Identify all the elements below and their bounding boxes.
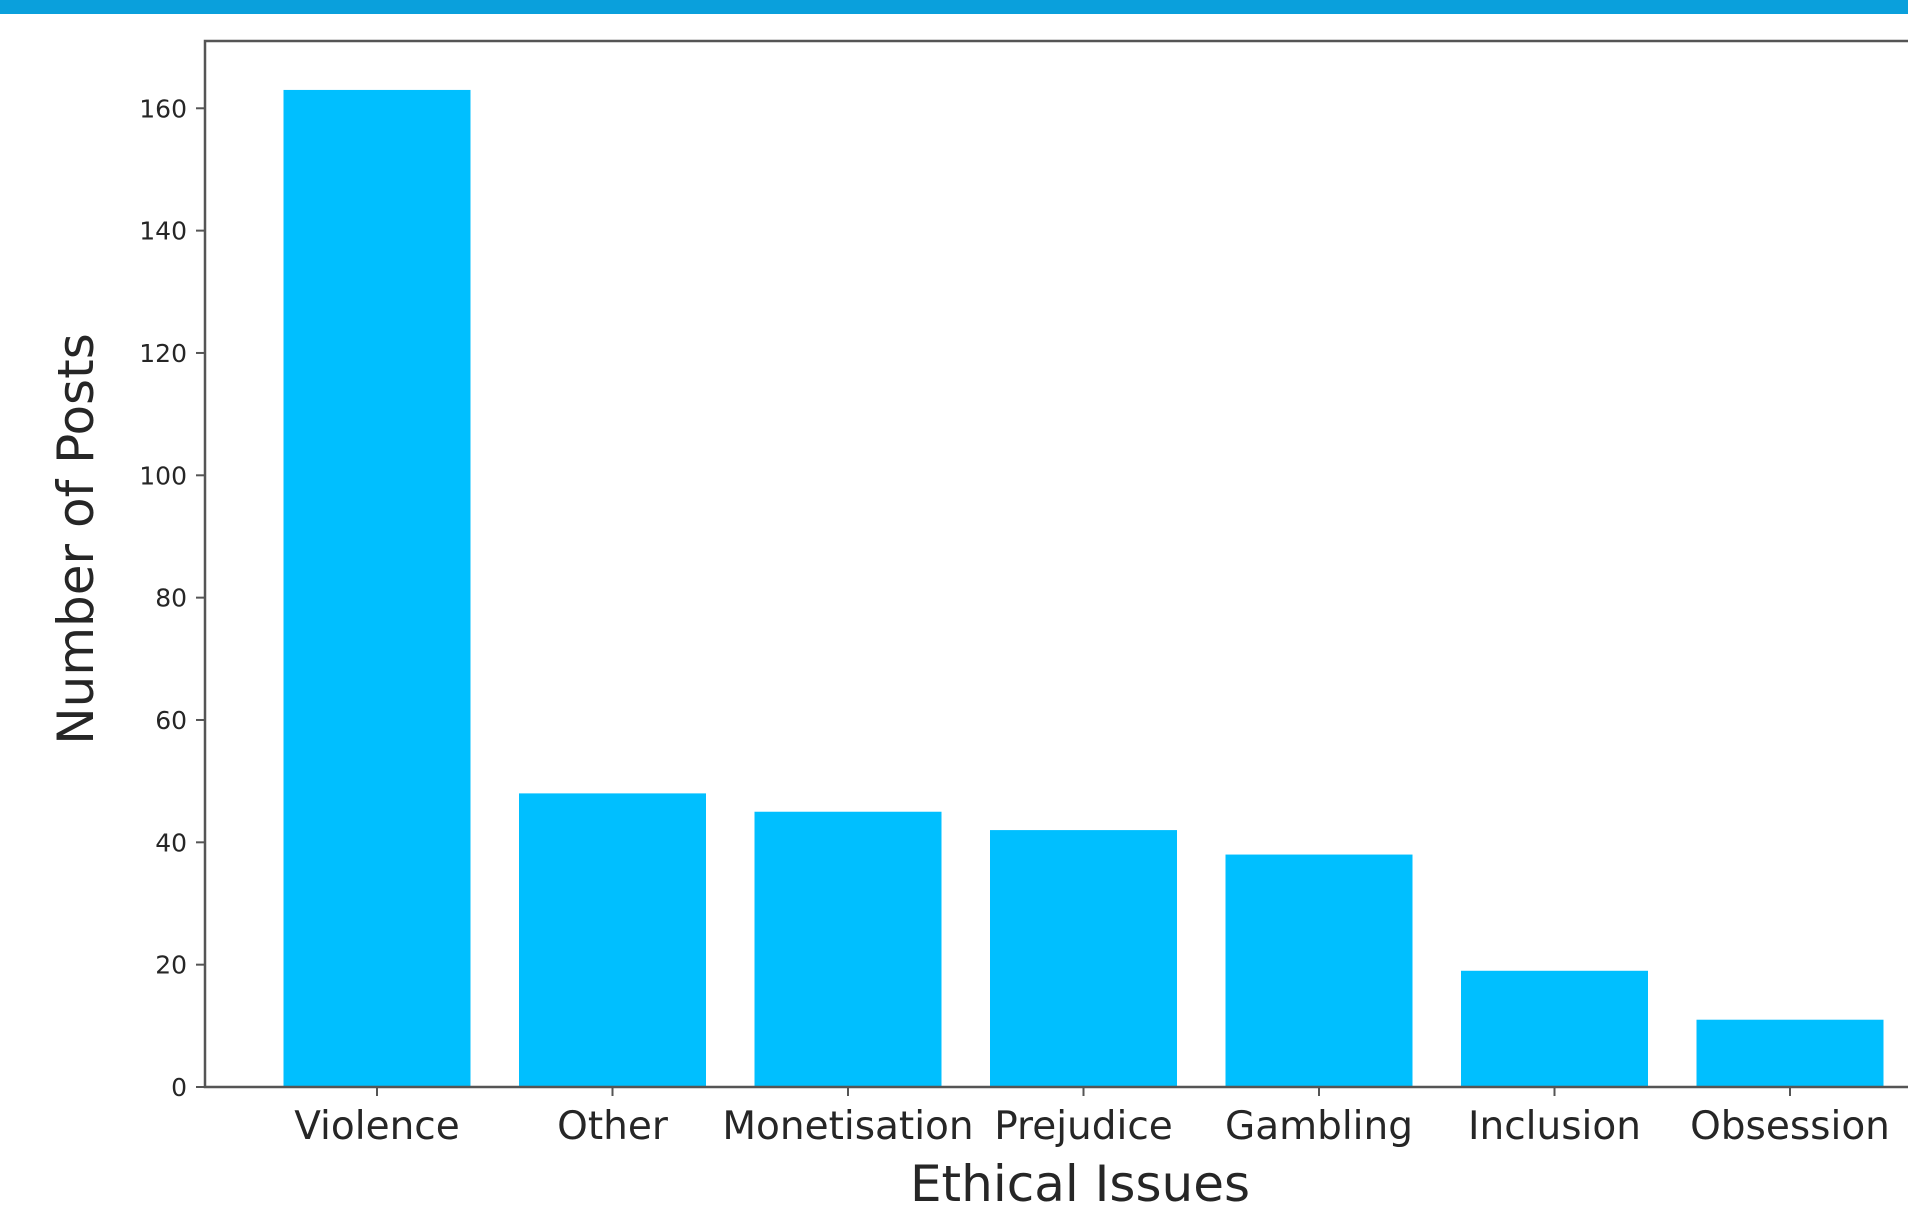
x-tick-label-prejudice: Prejudice: [994, 1104, 1173, 1149]
bar-violence: [283, 89, 471, 1087]
bar-other: [519, 793, 706, 1087]
y-tick-label-0: 0: [171, 1073, 187, 1102]
bar-obsession: [1696, 1019, 1884, 1087]
x-tick-label-monetisation: Monetisation: [722, 1104, 973, 1149]
x-tick-label-other: Other: [557, 1104, 669, 1149]
y-axis-ticks: 0 20 40 60 80 100 120 140 160: [139, 94, 205, 1102]
y-tick-label-140: 140: [139, 217, 187, 246]
x-tick-label-inclusion: Inclusion: [1468, 1104, 1641, 1149]
y-tick-label-120: 120: [139, 339, 187, 368]
bar-gambling: [1225, 854, 1413, 1087]
x-axis-title: Ethical Issues: [910, 1155, 1250, 1206]
bar-inclusion: [1461, 970, 1648, 1087]
x-tick-label-gambling: Gambling: [1225, 1104, 1413, 1149]
plot-frame: [203, 39, 1908, 1089]
top-accent-band: [0, 0, 1908, 14]
y-tick-label-160: 160: [139, 94, 187, 123]
x-tick-label-violence: Violence: [294, 1104, 460, 1149]
y-tick-label-100: 100: [139, 461, 187, 490]
bar-prejudice: [990, 830, 1177, 1087]
bar-monetisation: [754, 811, 942, 1087]
y-tick-label-80: 80: [155, 584, 187, 613]
y-tick-label-60: 60: [155, 706, 187, 735]
bars-group: [283, 89, 1884, 1087]
y-axis-title: Number of Posts: [47, 333, 105, 745]
x-axis-ticks: Violence Other Monetisation Prejudice Gambli…: [294, 1087, 1890, 1149]
y-tick-label-40: 40: [155, 828, 187, 857]
y-tick-label-20: 20: [155, 951, 187, 980]
x-tick-label-obsession: Obsession: [1690, 1104, 1890, 1149]
